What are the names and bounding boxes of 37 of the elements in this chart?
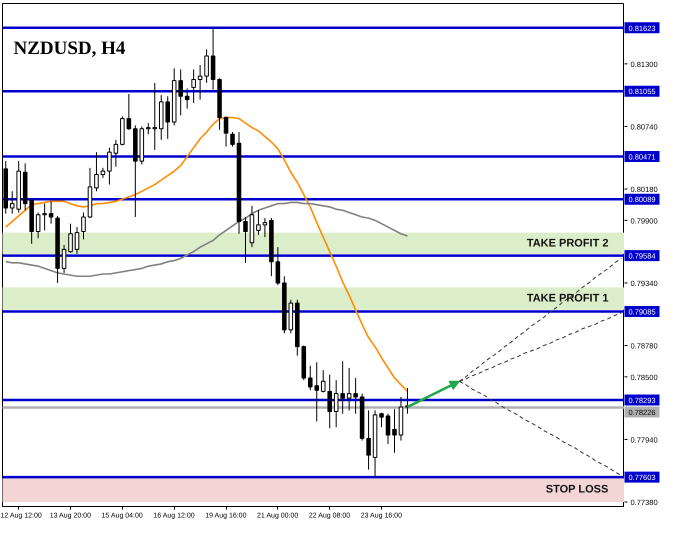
candlestick [353, 377, 358, 414]
line-series [4, 202, 408, 278]
text: NZDUSD, H4 [14, 38, 126, 59]
candlestick [146, 122, 151, 135]
candlestick [256, 210, 261, 236]
candlestick [178, 68, 183, 116]
candlestick [165, 96, 170, 140]
candlestick [184, 88, 190, 110]
candlestick [48, 200, 54, 224]
candlestick [210, 28, 216, 90]
band-label: TAKE PROFIT 2 [526, 237, 609, 250]
candlestick [126, 94, 132, 130]
candlestick [36, 212, 40, 239]
line-series [4, 116, 408, 392]
candlestick [276, 246, 280, 286]
candlestick [320, 370, 326, 393]
candlestick [346, 367, 352, 411]
candlestick [114, 139, 118, 168]
candlestick [327, 374, 332, 429]
candlestick [42, 203, 47, 231]
candlestick [314, 362, 320, 422]
candlestick [224, 116, 228, 148]
candlestick [152, 82, 158, 150]
band-label: TAKE PROFIT 1 [526, 292, 609, 305]
candlestick [308, 365, 313, 391]
candlestick [100, 167, 106, 178]
candlestick [366, 410, 371, 470]
band-label: STOP LOSS [546, 484, 608, 496]
candlestick [198, 64, 202, 100]
candlestick [81, 212, 86, 240]
candlestick [107, 147, 112, 186]
candlestick [262, 218, 268, 238]
candlestick [204, 48, 209, 84]
candlestick [191, 68, 196, 104]
candlestick [334, 380, 338, 428]
candlestick [10, 190, 14, 214]
candlestick [340, 360, 345, 414]
